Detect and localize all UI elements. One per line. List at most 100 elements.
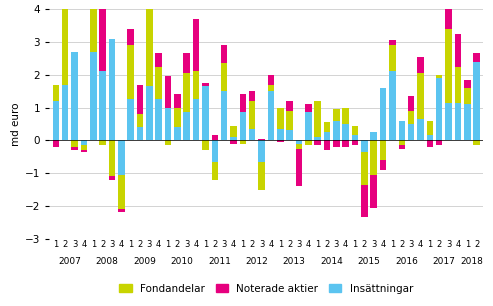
Text: 2017: 2017 bbox=[432, 257, 456, 266]
Bar bbox=[90, 52, 97, 140]
Bar bbox=[174, 95, 180, 107]
Bar bbox=[343, 107, 349, 124]
Bar bbox=[286, 101, 293, 111]
Bar bbox=[155, 67, 162, 99]
Bar bbox=[137, 114, 143, 127]
Bar bbox=[240, 140, 246, 144]
Bar bbox=[361, 152, 368, 185]
Bar bbox=[352, 140, 358, 145]
Bar bbox=[155, 54, 162, 67]
Bar bbox=[221, 45, 227, 63]
Text: 2010: 2010 bbox=[171, 257, 194, 266]
Bar bbox=[333, 121, 340, 140]
Bar bbox=[464, 104, 470, 140]
Text: 2018: 2018 bbox=[460, 257, 483, 266]
Bar bbox=[62, 0, 69, 84]
Bar bbox=[436, 78, 442, 140]
Bar bbox=[81, 145, 87, 150]
Bar bbox=[408, 111, 415, 124]
Bar bbox=[333, 140, 340, 147]
Bar bbox=[343, 124, 349, 140]
Text: 2007: 2007 bbox=[59, 257, 81, 266]
Bar bbox=[165, 76, 171, 107]
Bar bbox=[315, 137, 321, 140]
Bar bbox=[174, 127, 180, 140]
Bar bbox=[268, 91, 274, 140]
Bar bbox=[455, 34, 461, 67]
Bar bbox=[221, 63, 227, 91]
Bar bbox=[389, 40, 396, 45]
Bar bbox=[398, 145, 405, 148]
Bar bbox=[211, 136, 218, 140]
Bar bbox=[183, 113, 190, 140]
Bar bbox=[127, 29, 134, 45]
Bar bbox=[183, 54, 190, 73]
Bar bbox=[380, 140, 387, 160]
Bar bbox=[455, 103, 461, 140]
Bar bbox=[398, 121, 405, 140]
Bar bbox=[370, 175, 377, 207]
Bar bbox=[296, 148, 302, 186]
Bar bbox=[240, 113, 246, 140]
Bar bbox=[370, 140, 377, 175]
Bar bbox=[146, 9, 153, 86]
Bar bbox=[277, 107, 283, 129]
Bar bbox=[249, 91, 255, 101]
Text: 2011: 2011 bbox=[208, 257, 231, 266]
Bar bbox=[473, 54, 480, 62]
Bar bbox=[436, 140, 442, 145]
Bar bbox=[193, 99, 199, 140]
Bar bbox=[211, 140, 218, 162]
Bar bbox=[305, 104, 312, 113]
Bar bbox=[118, 175, 125, 209]
Bar bbox=[343, 140, 349, 147]
Bar bbox=[183, 73, 190, 113]
Bar bbox=[464, 88, 470, 104]
Bar bbox=[108, 140, 115, 176]
Bar bbox=[268, 75, 274, 84]
Y-axis label: md euro: md euro bbox=[11, 102, 21, 146]
Bar bbox=[127, 99, 134, 140]
Text: 2013: 2013 bbox=[283, 257, 306, 266]
Bar bbox=[268, 84, 274, 91]
Bar bbox=[146, 6, 153, 9]
Bar bbox=[408, 96, 415, 111]
Bar bbox=[408, 124, 415, 140]
Bar bbox=[53, 101, 59, 140]
Bar bbox=[277, 140, 283, 142]
Bar bbox=[455, 67, 461, 103]
Bar bbox=[240, 95, 246, 113]
Bar bbox=[352, 125, 358, 136]
Bar bbox=[53, 140, 59, 147]
Bar bbox=[146, 86, 153, 140]
Bar bbox=[230, 137, 237, 140]
Bar bbox=[118, 140, 125, 175]
Bar bbox=[333, 109, 340, 121]
Bar bbox=[445, 29, 452, 103]
Bar bbox=[398, 140, 405, 145]
Bar bbox=[258, 140, 265, 162]
Bar bbox=[361, 140, 368, 152]
Bar bbox=[305, 113, 312, 140]
Bar bbox=[296, 144, 302, 148]
Bar bbox=[426, 121, 433, 136]
Bar bbox=[202, 83, 209, 86]
Bar bbox=[230, 125, 237, 137]
Bar bbox=[202, 86, 209, 140]
Bar bbox=[53, 84, 59, 101]
Bar bbox=[426, 136, 433, 140]
Bar bbox=[305, 140, 312, 145]
Bar bbox=[81, 140, 87, 145]
Text: 2012: 2012 bbox=[246, 257, 268, 266]
Bar bbox=[202, 140, 209, 150]
Bar bbox=[258, 139, 265, 140]
Bar bbox=[361, 185, 368, 217]
Bar bbox=[99, 140, 106, 145]
Bar bbox=[221, 91, 227, 140]
Bar bbox=[352, 136, 358, 140]
Text: 2015: 2015 bbox=[357, 257, 381, 266]
Bar bbox=[258, 162, 265, 189]
Bar bbox=[389, 72, 396, 140]
Legend: Fondandelar, Noterade aktier, Insättningar: Fondandelar, Noterade aktier, Insättning… bbox=[115, 279, 417, 298]
Text: 2014: 2014 bbox=[320, 257, 343, 266]
